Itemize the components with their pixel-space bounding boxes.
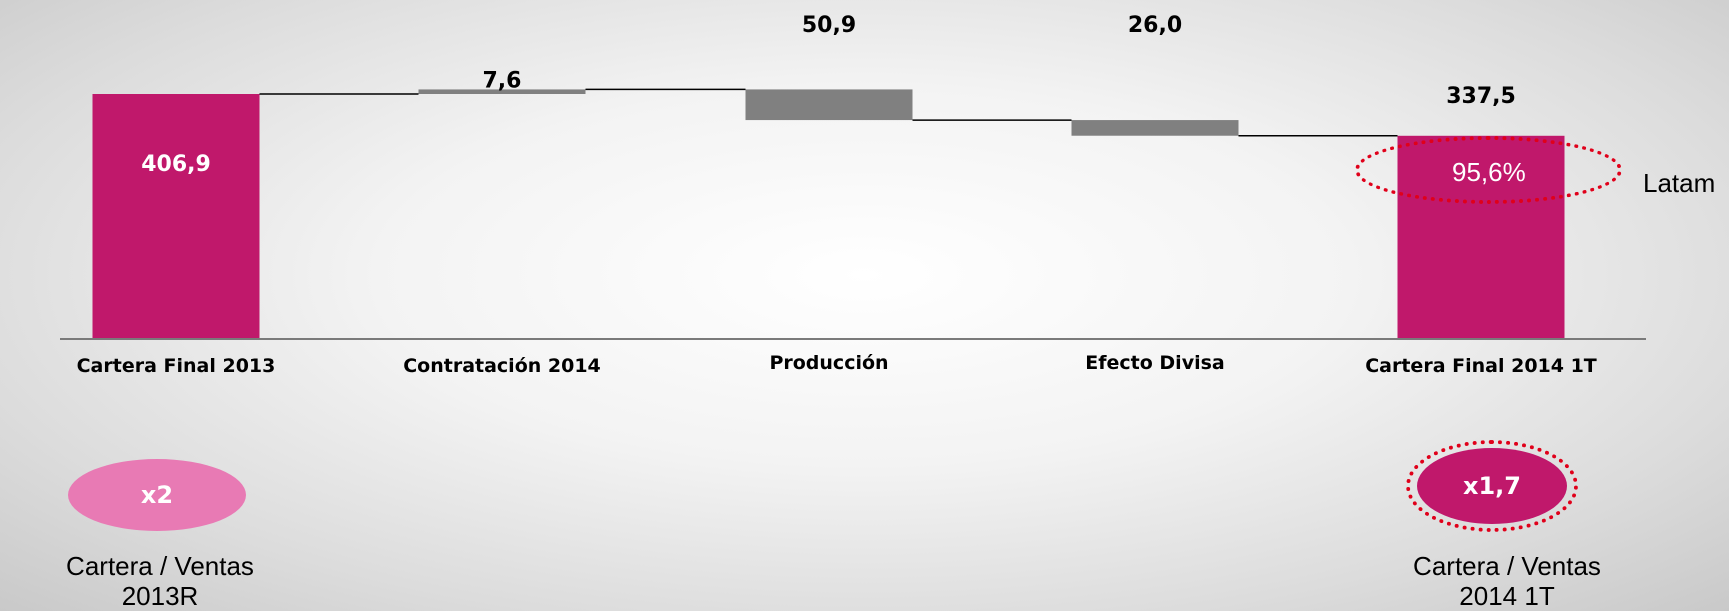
ratio-caption-2013-line1: Cartera / Ventas (40, 551, 280, 581)
ratio-caption-2014: Cartera / Ventas 2014 1T (1387, 551, 1627, 611)
category-label-1: Contratación 2014 (403, 355, 601, 377)
value-label-1: 7,6 (483, 68, 522, 93)
latam-label: Latam (1643, 168, 1715, 198)
bars (93, 89, 1565, 339)
ratio-caption-2014-line1: Cartera / Ventas (1387, 551, 1627, 581)
value-label-4: 337,5 (1446, 84, 1516, 109)
category-label-4: Cartera Final 2014 1T (1365, 355, 1597, 377)
ratio-caption-2013-line2: 2013R (40, 581, 280, 611)
value-label-2: 50,9 (802, 13, 856, 38)
bar-3 (1072, 120, 1239, 136)
ratio-badge-2014: x1,7 (1417, 448, 1567, 524)
value-label-0: 406,9 (141, 152, 211, 177)
category-label-0: Cartera Final 2013 (77, 355, 276, 377)
ratio-caption-2013: Cartera / Ventas 2013R (40, 551, 280, 611)
bar-2 (746, 89, 913, 120)
category-labels: Cartera Final 2013 Contratación 2014 Produ… (77, 352, 1597, 377)
ratio-caption-2014-line2: 2014 1T (1387, 581, 1627, 611)
latam-share-label: 95,6% (1452, 157, 1526, 188)
category-label-3: Efecto Divisa (1085, 352, 1224, 374)
category-label-2: Producción (769, 352, 888, 374)
ratio-badge-2013: x2 (68, 459, 246, 531)
bar-0 (93, 94, 260, 339)
value-label-3: 26,0 (1128, 13, 1182, 38)
